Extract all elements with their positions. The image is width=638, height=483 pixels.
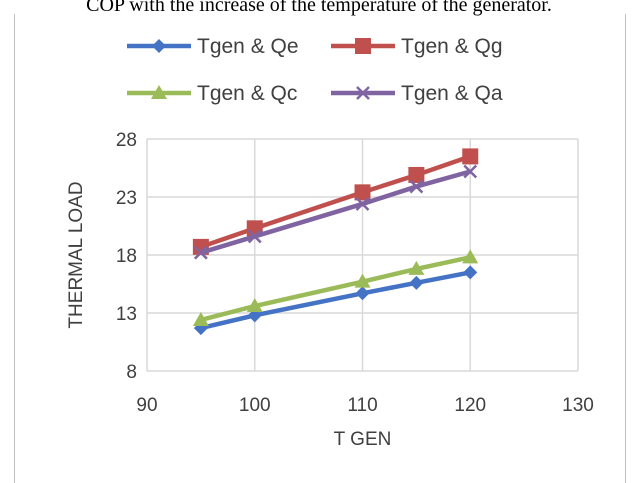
legend-label: Tgen & Qc: [197, 82, 297, 105]
data-point: [463, 265, 478, 280]
legend-item: Tgen & Qg: [331, 35, 503, 58]
legend-item: Tgen & Qe: [127, 35, 299, 58]
tick-labels: 8 13 18 23 28 90 100 110 120 130: [116, 130, 594, 416]
caption-fragment: COP with the increase of the temperature…: [86, 0, 552, 16]
legend-label: Tgen & Qg: [401, 35, 503, 58]
data-point: [247, 229, 262, 244]
chart-frame: [14, 14, 626, 483]
data-point: [463, 164, 478, 179]
data-point: [354, 273, 371, 288]
series-line: [200, 270, 471, 331]
series-line: [200, 154, 471, 250]
series-2: [192, 148, 479, 255]
series-layer: [192, 148, 479, 336]
series-line: [200, 255, 471, 323]
legend-marker: [356, 86, 370, 100]
data-point: [408, 166, 425, 183]
series-1: [193, 265, 478, 336]
legend-item: Tgen & Qa: [331, 82, 503, 105]
data-point: [355, 197, 370, 211]
data-point: [462, 148, 479, 165]
y-tick-label: 8: [126, 362, 137, 383]
x-tick-label: 100: [239, 395, 271, 416]
legend-marker: [355, 38, 371, 54]
x-tick-label: 90: [136, 395, 157, 416]
data-point: [246, 298, 263, 313]
y-tick-label: 18: [116, 246, 137, 267]
series-4: [193, 164, 478, 260]
series-line: [200, 169, 471, 255]
grid-lines: [146, 138, 579, 372]
data-point: [193, 245, 208, 260]
legend: Tgen & Qe Tgen & Qg Tgen & Qc Tgen & Qa: [127, 35, 503, 105]
y-tick-label: 13: [116, 304, 137, 325]
y-tick-label: 23: [116, 188, 137, 209]
series-3: [192, 249, 479, 326]
data-point: [408, 260, 425, 275]
y-tick-label: 28: [116, 130, 137, 151]
y-axis-title: THERMAL LOAD: [66, 181, 87, 328]
legend-marker: [152, 39, 166, 53]
data-point: [192, 311, 209, 326]
legend-item: Tgen & Qc: [127, 82, 297, 105]
data-point: [355, 286, 370, 301]
data-point: [462, 249, 479, 264]
legend-label: Tgen & Qe: [197, 35, 299, 58]
legend-label: Tgen & Qa: [401, 82, 503, 105]
x-tick-label: 110: [347, 395, 377, 416]
x-axis-title: T GEN: [334, 429, 392, 450]
x-tick-label: 130: [562, 395, 594, 416]
data-point: [409, 179, 424, 194]
legend-marker: [151, 85, 167, 99]
data-point: [354, 184, 371, 201]
x-tick-label: 120: [454, 395, 486, 416]
data-point: [409, 275, 424, 290]
